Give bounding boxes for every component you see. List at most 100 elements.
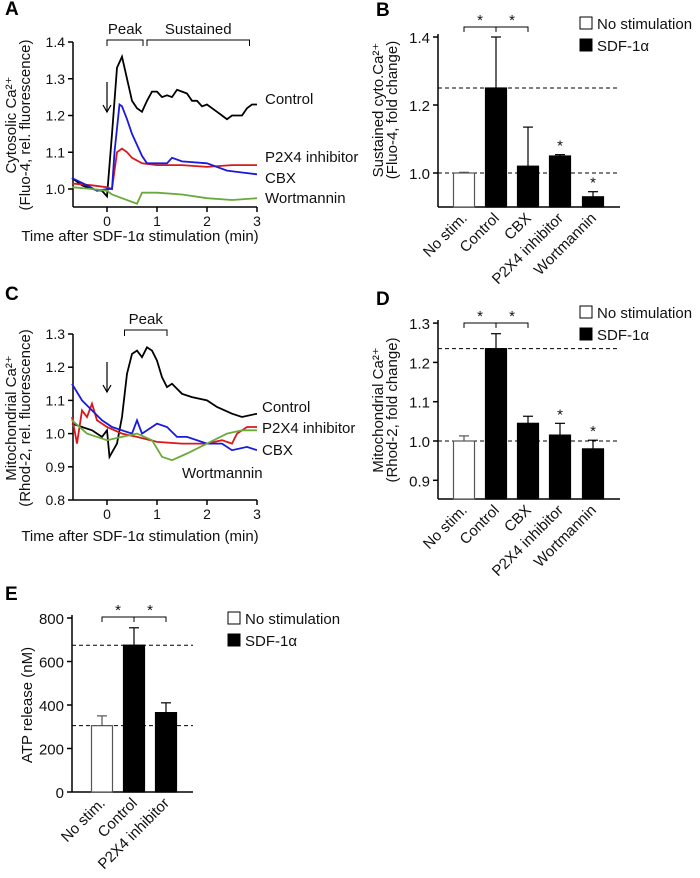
series-line-p2x4-inhibitor — [71, 400, 257, 445]
y-tick-label: 0 — [56, 785, 64, 802]
y-tick-label: 600 — [39, 655, 64, 672]
significance-star: * — [509, 308, 515, 325]
y-tick-label: 1.2 — [409, 98, 430, 115]
panel-letter: A — [5, 0, 19, 20]
series-label: Control — [262, 399, 310, 416]
series-line-control — [71, 53, 257, 199]
y-tick-label: 1.3 — [46, 71, 66, 87]
legend-label: No stimulation — [245, 611, 340, 628]
y-tick-label: 200 — [39, 742, 64, 759]
legend-label: No stimulation — [597, 16, 692, 33]
y-tick-label: 1.4 — [409, 30, 430, 47]
significance-star: * — [590, 423, 596, 440]
bar-no-stim- — [452, 440, 476, 500]
legend-label: No stimulation — [597, 305, 692, 322]
significance-star: * — [557, 138, 563, 155]
legend-swatch — [579, 327, 593, 341]
bar-cbx — [516, 422, 540, 500]
bar-p2x4-inhibitor — [154, 712, 178, 793]
series-line-cbx — [71, 383, 258, 452]
significance-star: * — [477, 12, 483, 29]
arrow-head-icon — [102, 104, 112, 114]
bar-p2x4-inhibitor — [548, 434, 572, 500]
x-axis-label: Time after SDF-1α stimulation (min) — [21, 528, 258, 545]
series-label: CBX — [262, 442, 293, 459]
series-line-cbx — [71, 102, 258, 192]
significance-bracket — [495, 26, 529, 32]
y-tick-label: 0.9 — [409, 473, 430, 490]
significance-star: * — [557, 406, 563, 423]
peak-bracket — [106, 39, 144, 46]
series-line-wortmannin — [71, 186, 258, 205]
x-axis-label: Time after SDF-1α stimulation (min) — [21, 228, 258, 245]
y-axis-label: (Rhod-2, rel. fluorescence) — [17, 329, 34, 507]
legend-swatch — [227, 633, 241, 647]
bar-control — [122, 644, 146, 793]
legend-swatch — [227, 611, 241, 625]
y-tick-label: 0.9 — [46, 459, 66, 475]
y-tick-label: 1.1 — [409, 395, 430, 412]
y-axis-label: (Fluo-4, fold change) — [384, 41, 401, 179]
y-tick-label: 1.3 — [46, 326, 66, 342]
series-line-control — [71, 345, 258, 460]
series-label: Wortmannin — [265, 190, 346, 207]
panel-letter: C — [5, 284, 19, 305]
x-tick-label: 0 — [103, 213, 111, 229]
series-label: Wortmannin — [182, 465, 263, 482]
x-tick-label: 3 — [253, 213, 261, 229]
series-line-wortmannin — [71, 419, 257, 462]
y-tick-label: 1.0 — [409, 434, 430, 451]
bar-no-stim- — [452, 172, 476, 208]
x-tick-label: 1 — [153, 213, 161, 229]
significance-star: * — [115, 602, 121, 619]
y-axis-label: Sustained cyto.Ca²⁺ — [370, 43, 387, 178]
legend-label: SDF-1α — [245, 633, 297, 650]
panel-letter: D — [376, 289, 390, 310]
y-axis-label: (Rhod-2, fold change) — [384, 337, 401, 482]
bar-control — [484, 348, 508, 500]
panel-letter: E — [5, 584, 18, 605]
series-label: P2X4 inhibitor — [265, 149, 358, 166]
y-axis-label: (Fluo-4, rel. fluorescence) — [17, 40, 34, 211]
y-tick-label: 1.2 — [409, 355, 430, 372]
y-tick-label: 1.1 — [46, 392, 66, 408]
y-axis-label: Mitochondrial Ca²⁺ — [370, 347, 387, 472]
series-label: Control — [265, 91, 313, 108]
bar-no-stim- — [90, 725, 114, 793]
category-label: No stim. — [58, 795, 109, 846]
bar-cbx — [516, 165, 540, 208]
sustained-bracket — [146, 39, 250, 46]
x-tick-label: 1 — [153, 506, 161, 522]
legend-swatch — [579, 16, 593, 30]
bar-control — [484, 87, 508, 208]
bar-wortmannin — [581, 448, 605, 500]
panel-letter: B — [376, 0, 390, 21]
bar-p2x4-inhibitor — [548, 155, 572, 208]
legend-swatch — [579, 305, 593, 319]
y-tick-label: 1.0 — [46, 426, 66, 442]
category-label: No stim. — [420, 210, 471, 261]
sustained-label: Sustained — [165, 21, 232, 38]
series-label: P2X4 inhibitor — [262, 420, 355, 437]
peak-label: Peak — [129, 311, 164, 328]
legend-label: SDF-1α — [597, 38, 649, 55]
arrow-head-icon — [102, 384, 112, 394]
y-tick-label: 1.0 — [409, 166, 430, 183]
y-tick-label: 1.3 — [409, 316, 430, 333]
y-tick-label: 800 — [39, 611, 64, 628]
peak-label: Peak — [108, 21, 143, 38]
significance-star: * — [509, 12, 515, 29]
x-tick-label: 3 — [253, 506, 261, 522]
significance-star: * — [477, 308, 483, 325]
category-label: No stim. — [420, 502, 471, 553]
y-tick-label: 1.4 — [46, 34, 66, 50]
y-axis-label: ATP release (nM) — [19, 647, 36, 763]
y-axis-label: Mitochondrial Ca²⁺ — [3, 355, 20, 480]
y-tick-label: 1.0 — [46, 181, 66, 197]
y-axis-label: Cytosolic Ca²⁺ — [3, 76, 20, 173]
significance-star: * — [590, 175, 596, 192]
series-label: CBX — [265, 170, 296, 187]
series-line-p2x4-inhibitor — [71, 147, 257, 191]
x-tick-label: 2 — [203, 213, 211, 229]
